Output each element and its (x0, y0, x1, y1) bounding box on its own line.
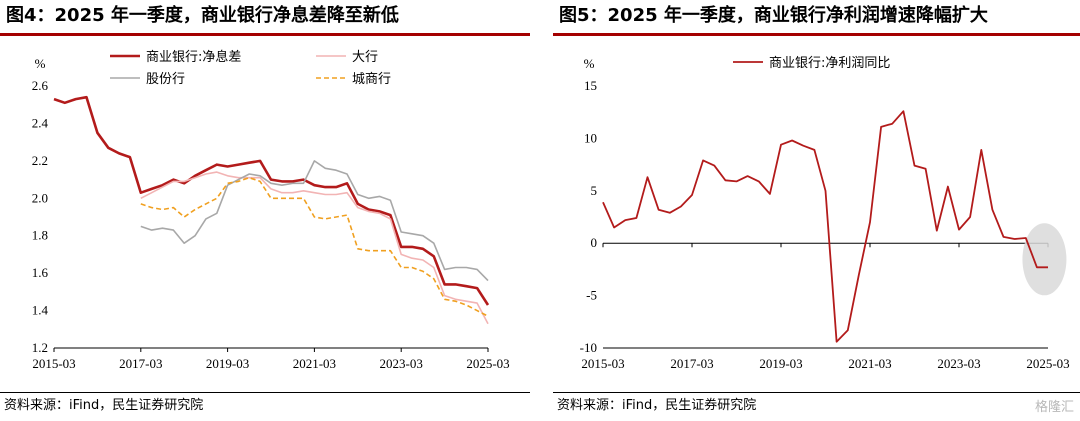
figure-4-source: 资料来源：iFind，民生证券研究院 (4, 398, 204, 413)
y-tick-label: 1.8 (32, 228, 48, 243)
x-tick-label: 2017-03 (670, 356, 713, 371)
x-tick-label: 2015-03 (581, 356, 624, 371)
y-tick-label: 2.4 (32, 115, 49, 130)
y-unit-label: % (35, 56, 46, 71)
figure-5-title: 图5：2025 年一季度，商业银行净利润增速降幅扩大 (559, 5, 988, 26)
x-tick-label: 2023-03 (380, 356, 423, 371)
watermark-logo: 格隆汇 (1034, 400, 1074, 415)
legend-label: 大行 (352, 50, 378, 65)
legend-label: 商业银行:净利润同比 (769, 56, 890, 71)
highlight-ellipse (1022, 223, 1067, 296)
y-tick-label: 1.4 (32, 303, 49, 318)
y-tick-label: 1.6 (32, 265, 49, 280)
x-tick-label: 2015-03 (32, 356, 75, 371)
series-line (602, 110, 1048, 343)
y-tick-label: 2.6 (32, 78, 49, 93)
figure-5-source: 资料来源：iFind，民生证券研究院 (557, 398, 757, 413)
x-tick-label: 2019-03 (759, 356, 802, 371)
source-rule (553, 392, 1080, 393)
x-tick-label: 2025-03 (466, 356, 509, 371)
y-tick-label: 15 (584, 78, 597, 93)
title-rule (0, 33, 530, 36)
series-line (140, 176, 489, 317)
y-tick-label: 2.2 (32, 153, 48, 168)
y-tick-label: 10 (584, 130, 597, 145)
figure-4-panel: 图4：2025 年一季度，商业银行净息差降至新低 % 1.2 1.4 1.6 1.8 2.… (0, 0, 530, 421)
y-unit-label: % (584, 56, 595, 71)
x-tick-label: 2021-03 (848, 356, 891, 371)
x-tick-label: 2025-03 (1026, 356, 1069, 371)
legend-label: 商业银行:净息差 (146, 49, 241, 65)
y-tick-label: 2.0 (32, 190, 48, 205)
series-line (53, 95, 490, 306)
y-tick-label: 0 (591, 235, 598, 250)
legend-label: 城商行 (352, 72, 391, 87)
profit-growth-line-chart: % -10 -5 0 5 10 15 2015-03 2017-03 2019-03 2021-03… (580, 56, 1070, 371)
source-rule (0, 392, 530, 393)
y-tick-label: -10 (580, 340, 597, 355)
x-tick-label: 2023-03 (937, 356, 980, 371)
series-line (140, 171, 489, 325)
figure-4-title: 图4：2025 年一季度，商业银行净息差降至新低 (6, 5, 399, 26)
series-line (140, 160, 489, 282)
x-tick-label: 2017-03 (119, 356, 162, 371)
y-tick-label: -5 (586, 288, 597, 303)
nim-line-chart: % 1.2 1.4 1.6 1.8 2.0 2.2 2.4 2.6 2015-03 2017-03 2… (32, 49, 510, 371)
title-rule (553, 33, 1080, 36)
x-tick-label: 2021-03 (293, 356, 336, 371)
figure-5-panel: 图5：2025 年一季度，商业银行净利润增速降幅扩大 % -10 -5 0 5 10 15 2… (553, 0, 1080, 421)
y-tick-label: 1.2 (32, 340, 48, 355)
x-tick-label: 2019-03 (206, 356, 249, 371)
y-tick-label: 5 (591, 183, 598, 198)
legend-label: 股份行 (146, 72, 185, 87)
